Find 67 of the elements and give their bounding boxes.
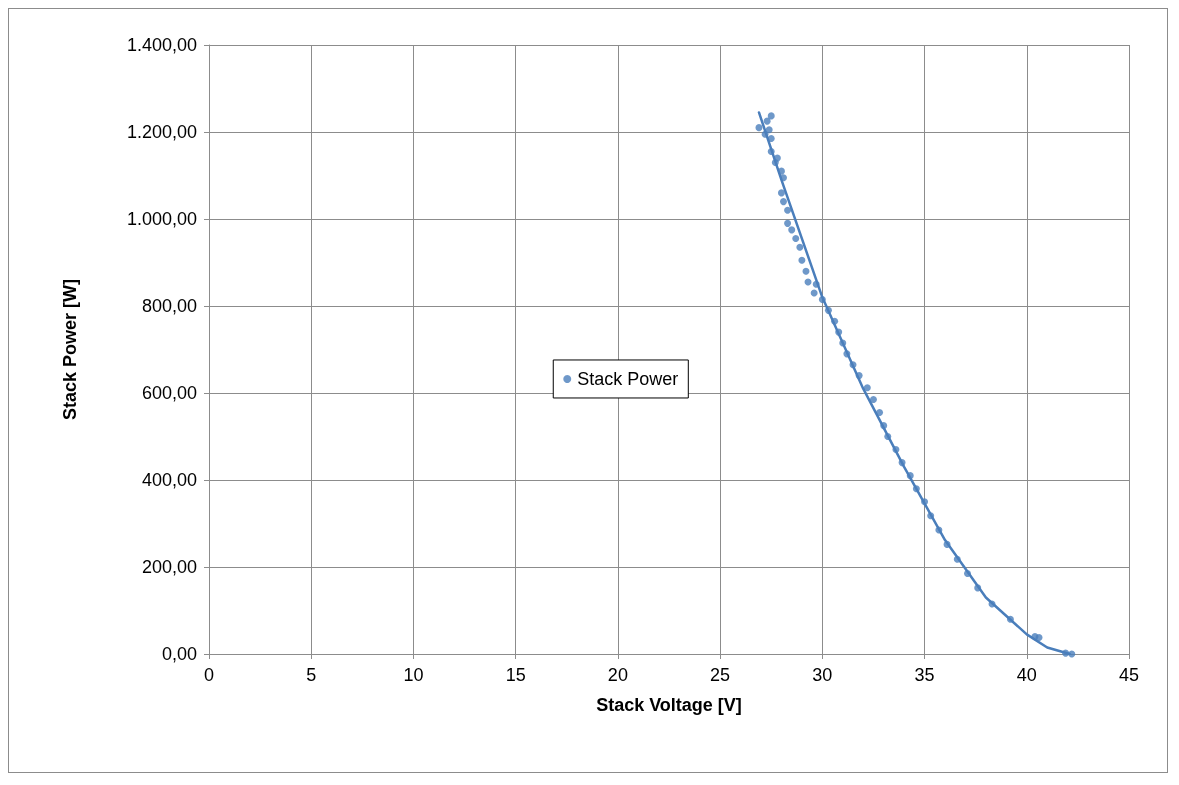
point bbox=[906, 472, 914, 480]
point bbox=[863, 384, 871, 392]
point bbox=[1035, 633, 1043, 641]
point bbox=[1062, 649, 1070, 657]
x-axis-title: Stack Voltage [V] bbox=[596, 695, 742, 715]
point bbox=[964, 570, 971, 578]
x-tick-label: 15 bbox=[505, 665, 526, 685]
point bbox=[798, 256, 806, 264]
y-tick-label: 0,00 bbox=[161, 644, 197, 664]
y-tick-label: 1.400,00 bbox=[126, 35, 197, 55]
point bbox=[818, 295, 826, 303]
point bbox=[898, 459, 906, 467]
x-tick-label: 30 bbox=[812, 665, 833, 685]
point bbox=[767, 112, 775, 120]
point bbox=[953, 555, 961, 563]
point bbox=[849, 361, 857, 369]
point bbox=[788, 226, 796, 234]
x-tick-label: 10 bbox=[403, 665, 424, 685]
point bbox=[843, 350, 851, 358]
point bbox=[831, 317, 839, 325]
y-tick-label: 600,00 bbox=[141, 383, 197, 403]
point bbox=[810, 289, 818, 297]
x-tick-label: 20 bbox=[607, 665, 628, 685]
point bbox=[912, 485, 920, 493]
point bbox=[780, 174, 787, 182]
x-tick-label: 35 bbox=[914, 665, 935, 685]
y-axis-title: Stack Power [W] bbox=[60, 278, 80, 421]
x-tick-label: 5 bbox=[306, 665, 317, 685]
point bbox=[812, 280, 820, 288]
x-tick-label: 45 bbox=[1118, 665, 1140, 685]
point bbox=[855, 372, 863, 380]
y-tick-label: 800,00 bbox=[141, 296, 197, 316]
point bbox=[763, 117, 771, 125]
legend-label: Stack Power bbox=[577, 368, 679, 389]
point bbox=[784, 206, 792, 214]
x-tick-label: 0 bbox=[203, 665, 215, 685]
point bbox=[777, 189, 785, 197]
point bbox=[784, 219, 792, 227]
x-tick-label: 25 bbox=[710, 665, 731, 685]
point bbox=[884, 433, 892, 440]
point bbox=[892, 446, 900, 454]
point bbox=[802, 267, 810, 275]
point bbox=[780, 198, 787, 206]
point bbox=[796, 243, 804, 251]
point bbox=[824, 306, 832, 314]
point bbox=[927, 512, 935, 520]
y-tick-label: 1.200,00 bbox=[126, 122, 197, 142]
point bbox=[755, 124, 763, 132]
point bbox=[876, 409, 884, 417]
point bbox=[921, 498, 929, 506]
x-tick-label: 40 bbox=[1016, 665, 1037, 685]
point bbox=[835, 328, 843, 336]
point bbox=[869, 396, 877, 404]
point bbox=[767, 135, 775, 143]
point bbox=[773, 154, 781, 162]
y-tick-label: 400,00 bbox=[141, 470, 197, 490]
point bbox=[839, 339, 847, 347]
point bbox=[1006, 615, 1014, 623]
point bbox=[943, 540, 951, 548]
point bbox=[974, 584, 982, 592]
point bbox=[792, 235, 800, 243]
point bbox=[880, 422, 888, 430]
point bbox=[765, 126, 773, 134]
y-tick-label: 200,00 bbox=[141, 557, 197, 577]
point bbox=[1068, 650, 1076, 658]
point bbox=[767, 148, 775, 156]
y-tick-label: 1.000,00 bbox=[126, 209, 197, 229]
